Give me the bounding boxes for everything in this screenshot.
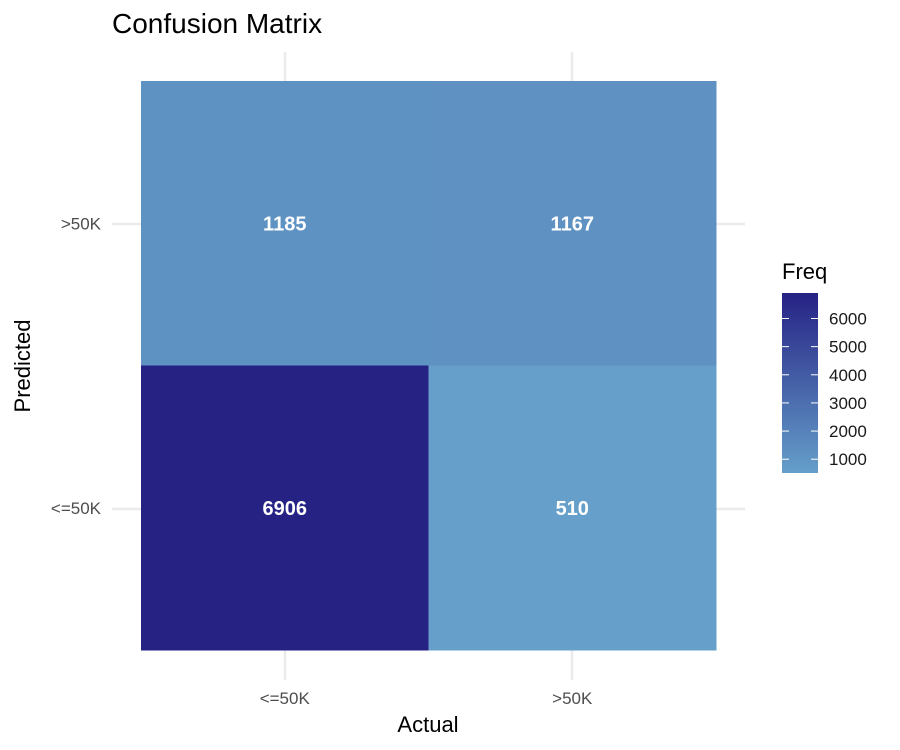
y-axis-title: Predicted	[10, 320, 35, 413]
legend-tick-label: 6000	[829, 309, 867, 328]
color-legend: Freq 6000 5000 4000 3000 2000 1000	[782, 259, 867, 473]
legend-tick-label: 2000	[829, 422, 867, 441]
heatmap-cell	[428, 81, 717, 366]
cell-value-label: 1167	[551, 213, 594, 235]
legend-tick-label: 5000	[829, 338, 867, 357]
heatmap-cells	[141, 81, 717, 651]
cell-value-labels: 1185 1167 6906 510	[263, 213, 594, 520]
y-tick-label: >50K	[61, 214, 102, 233]
legend-tick-label: 3000	[829, 394, 867, 413]
legend-colorbar	[782, 293, 818, 473]
heatmap-cell	[141, 365, 429, 651]
x-axis-title: Actual	[397, 712, 458, 737]
heatmap-cell	[428, 365, 717, 651]
cell-value-label: 1185	[263, 213, 306, 235]
legend-title: Freq	[782, 259, 827, 284]
cell-value-label: 510	[556, 498, 589, 520]
chart-title: Confusion Matrix	[112, 8, 322, 39]
x-tick-label: >50K	[552, 689, 593, 708]
x-tick-label: <=50K	[260, 689, 311, 708]
heatmap-cell	[141, 81, 429, 366]
y-tick-label: <=50K	[51, 499, 102, 518]
legend-tick-label: 4000	[829, 366, 867, 385]
legend-ticks: 6000 5000 4000 3000 2000 1000	[782, 309, 867, 469]
cell-value-label: 6906	[263, 498, 308, 520]
legend-tick-label: 1000	[829, 450, 867, 469]
axis-ticks: <=50K >50K <=50K >50K	[51, 214, 593, 708]
